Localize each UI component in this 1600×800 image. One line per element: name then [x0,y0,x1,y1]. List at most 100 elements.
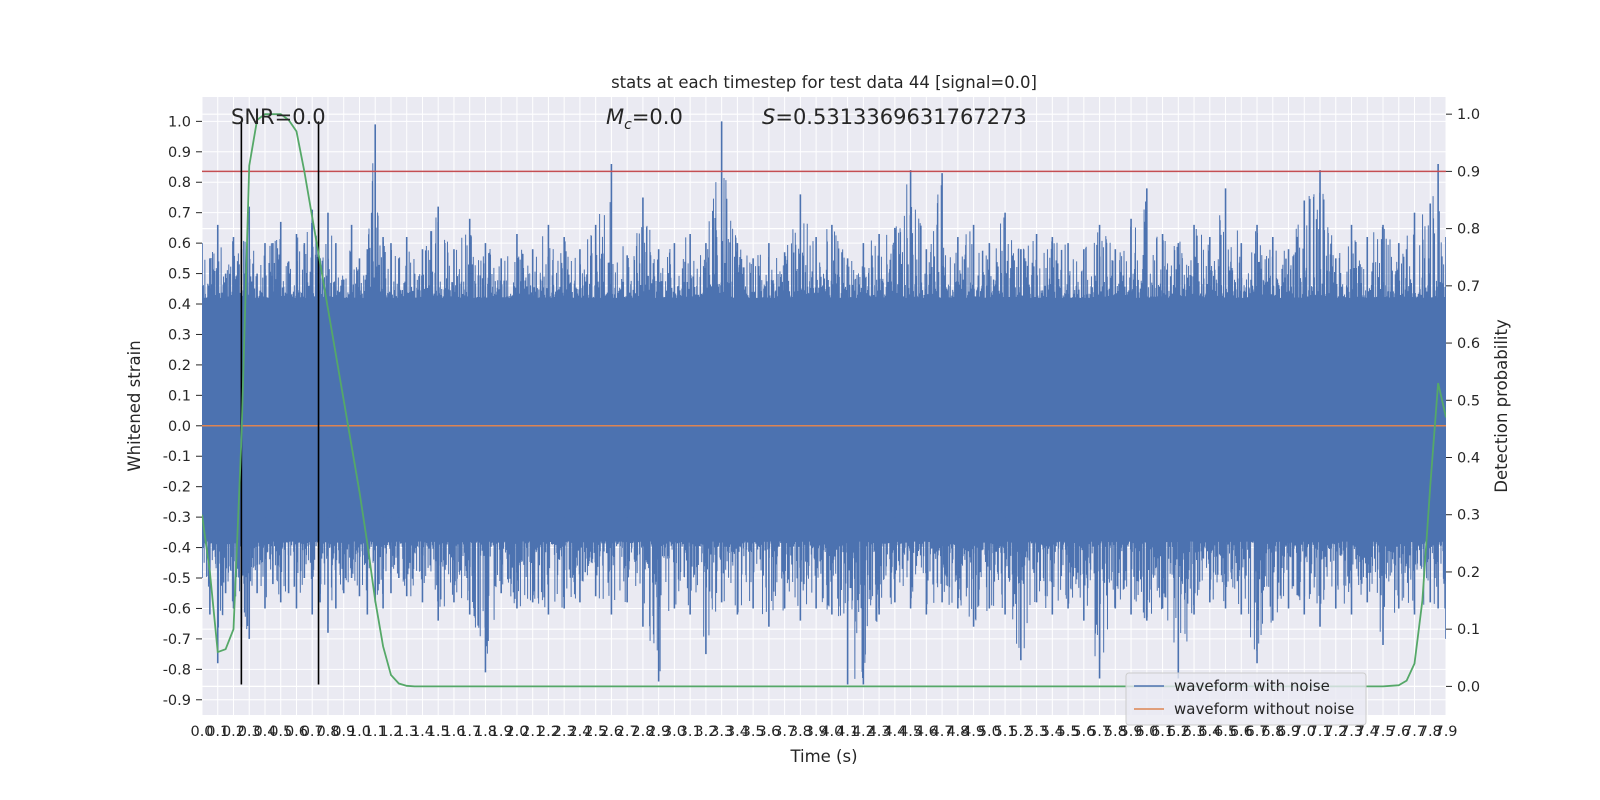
x-tick-label: 7.5 [1371,724,1394,740]
x-tick-label: 5.2 [1009,724,1032,740]
y-tick-label: -0.5 [163,571,191,587]
x-tick-label: 1.7 [458,724,481,740]
x-tick-label: 2.0 [505,724,528,740]
x-tick-label: 4.5 [899,724,922,740]
x-tick-label: 4.3 [868,724,891,740]
x-tick-label: 6.2 [1167,724,1190,740]
x-tick-label: 6.9 [1277,724,1300,740]
y2-tick-label: 0.9 [1457,164,1480,180]
chirp-mass-symbol: M [606,105,624,129]
y-tick-label: 0.1 [168,388,191,404]
x-tick-label: 2.8 [631,724,654,740]
y2-axis-label: Detection probability [1492,319,1511,493]
x-tick-label: 0.9 [332,724,355,740]
x-tick-label: 2.4 [568,724,591,740]
x-tick-label: 6.0 [1135,724,1158,740]
y2-tick-label: 0.2 [1457,565,1480,581]
x-tick-label: 7.4 [1356,724,1379,740]
waveform-with-noise-trace [202,145,1446,679]
x-tick-label: 2.1 [521,724,544,740]
x-tick-label: 1.3 [395,724,418,740]
x-tick-label: 6.4 [1198,724,1221,740]
x-tick-label: 4.9 [962,724,985,740]
x-tick-label: 7.6 [1387,724,1410,740]
x-tick-label: 7.2 [1324,724,1347,740]
x-tick-label: 5.8 [1104,724,1127,740]
x-tick-label: 0.4 [253,724,276,740]
x-tick-label: 2.5 [584,724,607,740]
x-tick-label: 5.7 [1088,724,1111,740]
left-y-ticks: -0.9 -0.8 -0.7 -0.6 -0.5 -0.4 -0.3 -0.2 -0.1 0.0 0… [163,114,202,709]
x-tick-label: 1.4 [411,724,434,740]
x-tick-label: 2.9 [647,724,670,740]
s-value: =0.5313369631767273 [775,105,1026,129]
x-tick-label: 1.9 [490,724,513,740]
x-tick-label: 3.8 [789,724,812,740]
series-detection-probability [202,113,1446,688]
x-axis-label: Time (s) [789,747,857,766]
x-tick-label: 4.7 [931,724,954,740]
x-tick-label: 2.7 [616,724,639,740]
x-tick-label: 2.6 [600,724,623,740]
x-tick-label: 0.7 [301,724,324,740]
x-tick-label: 1.8 [474,724,497,740]
x-tick-label: 3.5 [742,724,765,740]
x-tick-label: 1.2 [379,724,402,740]
x-tick-label: 7.0 [1293,724,1316,740]
x-tick-label: 5.9 [1120,724,1143,740]
legend: waveform with noise waveform without noi… [1125,672,1367,726]
y2-tick-label: 0.5 [1457,393,1480,409]
x-tick-label: 5.0 [978,724,1001,740]
y-tick-label: -0.8 [163,662,191,678]
x-tick-label: 2.2 [537,724,560,740]
y2-tick-label: 0.4 [1457,451,1480,467]
y2-tick-label: 0.3 [1457,508,1480,524]
y-tick-label: -0.1 [163,449,191,465]
x-tick-label: 0.6 [285,724,308,740]
x-tick-label: 3.7 [773,724,796,740]
y-tick-label: -0.3 [163,510,191,526]
x-tick-label: 6.1 [1151,724,1174,740]
x-tick-label: 4.6 [915,724,938,740]
x-tick-label: 6.5 [1214,724,1237,740]
x-tick-label: 6.7 [1246,724,1269,740]
y2-tick-label: 0.1 [1457,622,1480,638]
x-tick-label: 1.1 [364,724,387,740]
x-tick-label: 3.2 [694,724,717,740]
y-tick-label: 0.7 [168,206,191,222]
y2-tick-label: 0.7 [1457,279,1480,295]
x-tick-label: 0.3 [238,724,261,740]
chirp-mass-subscript: c [624,117,632,133]
legend-box [1125,672,1367,726]
x-tick-label: 6.3 [1183,724,1206,740]
x-tick-label: 5.6 [1072,724,1095,740]
x-tick-label: 5.4 [1041,724,1064,740]
y-tick-label: 0.2 [168,358,191,374]
y-tick-label: -0.6 [163,601,191,617]
x-tick-label: 6.6 [1230,724,1253,740]
y-tick-label: 0.6 [168,236,191,252]
y2-tick-label: 0.0 [1457,679,1480,695]
x-tick-label: 3.0 [663,724,686,740]
x-tick-label: 4.4 [883,724,906,740]
x-tick-label: 7.1 [1308,724,1331,740]
x-tick-label: 4.0 [820,724,843,740]
x-tick-label: 6.8 [1261,724,1284,740]
y-tick-label: -0.2 [163,480,191,496]
y-tick-label: 0.4 [168,297,191,313]
x-ticks: 0.00.10.20.30.40.50.60.70.80.91.01.11.21… [190,724,1457,740]
x-tick-label: 0.1 [206,724,229,740]
y-tick-label: 0.9 [168,145,191,161]
s-symbol: S [762,105,775,129]
x-tick-label: 5.3 [1025,724,1048,740]
legend-label-clean: waveform without noise [1174,700,1354,718]
y-tick-label: -0.9 [163,693,191,709]
x-tick-label: 7.9 [1434,724,1457,740]
x-tick-label: 3.3 [710,724,733,740]
x-tick-label: 4.8 [946,724,969,740]
x-tick-label: 5.1 [994,724,1017,740]
x-tick-label: 1.6 [442,724,465,740]
plot-area [202,113,1446,688]
chirp-mass-annotation: Mc=0.0 [606,105,683,133]
y2-tick-label: 0.6 [1457,336,1480,352]
